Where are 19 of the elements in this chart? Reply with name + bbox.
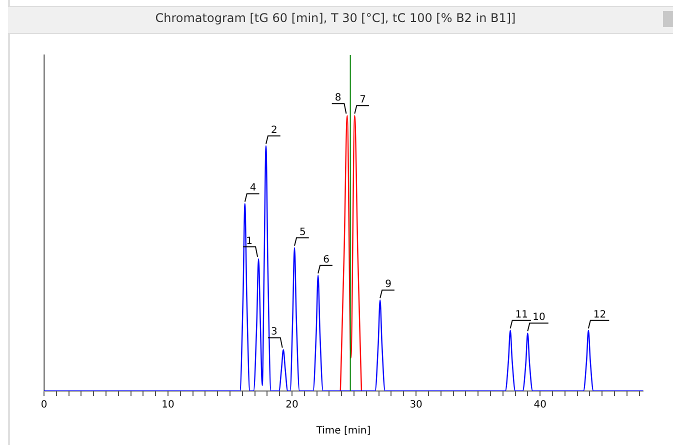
x-tick-label: 40 <box>534 400 546 411</box>
x-axis-title: Time [min] <box>315 426 371 437</box>
annotation: 6 <box>323 254 330 266</box>
annotation: 10 <box>532 312 546 324</box>
chart-title: Chromatogram [tG 60 [min], T 30 [°C], tC 100 [% B2 in B1]] <box>154 11 517 25</box>
annotation: 8 <box>334 92 342 104</box>
annotation: 7 <box>360 94 366 106</box>
annotation: 3 <box>270 326 278 338</box>
x-tick-label: 10 <box>162 400 174 411</box>
x-tick-label: 30 <box>410 400 422 411</box>
annotation: 4 <box>250 182 256 194</box>
annotation: 5 <box>300 226 306 238</box>
annotation: 11 <box>515 309 528 320</box>
x-tick-label: 0 <box>40 400 48 411</box>
x-tick-label: 20 <box>286 400 298 411</box>
annotation: 9 <box>385 279 392 290</box>
annotation: 2 <box>270 124 278 136</box>
annotation: 12 <box>593 309 606 320</box>
annotation: 1 <box>246 236 253 247</box>
